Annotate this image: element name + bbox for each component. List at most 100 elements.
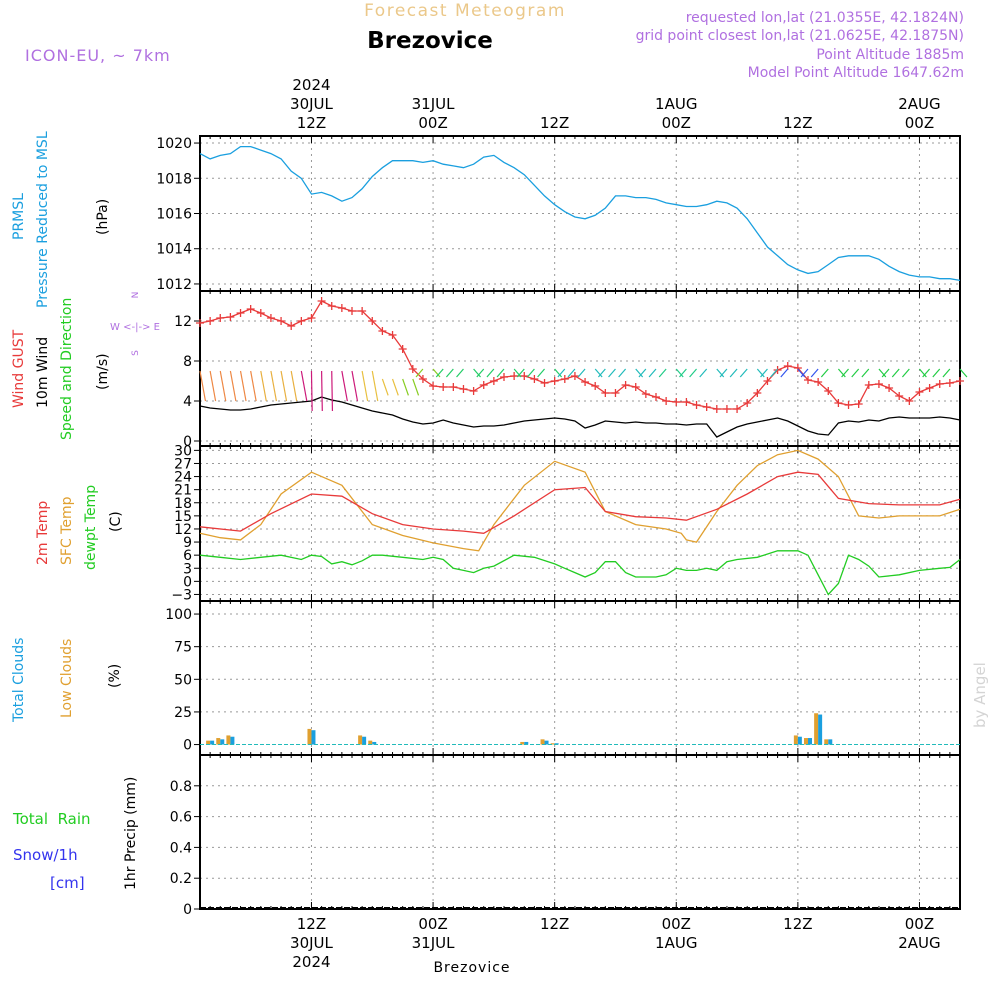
gust-marker bbox=[256, 309, 265, 317]
wind-direction-arrow bbox=[635, 368, 644, 378]
temp-sfc-label: SFC Temp bbox=[59, 496, 75, 565]
wind-direction-arrow bbox=[901, 368, 910, 378]
gust-marker bbox=[418, 375, 427, 383]
y-tick-label: −3 bbox=[171, 587, 192, 603]
requested-coords: requested lon,lat (21.0355E, 42.1824N) bbox=[686, 10, 964, 26]
wind-direction-arrow bbox=[229, 370, 237, 402]
wind-direction-arrow bbox=[618, 368, 627, 378]
gust-marker bbox=[935, 380, 944, 388]
gust-marker bbox=[895, 392, 904, 400]
wind-direction-arrow bbox=[739, 368, 748, 378]
precip-axis-label: 1hr Precip (mm) bbox=[123, 777, 139, 890]
wind-direction-arrow bbox=[608, 368, 616, 378]
compass-south: S bbox=[131, 350, 141, 356]
wind-direction-arrow bbox=[891, 368, 900, 378]
low-cloud-bar bbox=[804, 738, 808, 745]
wind-direction-arrow bbox=[209, 370, 217, 402]
total-cloud-bar bbox=[544, 740, 549, 745]
gust-marker bbox=[783, 362, 792, 370]
low-cloud-bar bbox=[206, 740, 211, 745]
wind-labels: Wind GUST 10m Wind Speed and Direction (… bbox=[11, 292, 160, 440]
time-label: 2024 bbox=[292, 953, 330, 971]
y-tick-label: 0.8 bbox=[170, 779, 192, 795]
wind-direction-arrow bbox=[797, 368, 806, 378]
time-label: 2AUG bbox=[898, 934, 940, 952]
gust-marker bbox=[864, 381, 873, 389]
point-altitude: Point Altitude 1885m bbox=[816, 47, 964, 63]
low-cloud-bar bbox=[824, 739, 829, 745]
temp-labels: 2m Temp SFC Temp dewpt Temp (C) bbox=[35, 485, 124, 570]
wind-direction-arrow bbox=[199, 370, 207, 402]
gust-marker bbox=[621, 381, 630, 389]
wind-direction-arrow bbox=[310, 370, 313, 411]
gust-marker bbox=[814, 378, 823, 386]
total-cloud-bar bbox=[362, 736, 367, 745]
pressure-unit: (hPa) bbox=[95, 199, 111, 235]
wind-direction-arrow bbox=[729, 368, 738, 378]
temp-2m-label: 2m Temp bbox=[35, 501, 51, 565]
wind-direction-arrow bbox=[881, 368, 890, 378]
total-cloud-bar bbox=[210, 740, 215, 745]
y-tick-label: 0 bbox=[183, 574, 192, 590]
wind-direction-arrow bbox=[280, 370, 288, 402]
total-cloud-bar bbox=[797, 736, 802, 745]
gust-marker bbox=[429, 382, 438, 390]
time-label: 1AUG bbox=[655, 934, 697, 952]
time-label: 00Z bbox=[418, 915, 447, 933]
gust-marker bbox=[652, 393, 660, 401]
gust-marker bbox=[469, 387, 478, 395]
sfc-temp-line bbox=[199, 449, 961, 552]
y-tick-label: 15 bbox=[174, 509, 192, 525]
gust-marker bbox=[489, 377, 498, 385]
wind-direction-arrow bbox=[810, 368, 819, 378]
time-label: 12Z bbox=[297, 915, 326, 933]
wind-direction-arrow bbox=[476, 368, 485, 378]
wind-direction-arrow bbox=[932, 368, 941, 378]
wind-direction-arrow bbox=[557, 368, 566, 378]
wind-direction-arrow bbox=[675, 368, 684, 378]
wind-direction-arrow bbox=[837, 368, 846, 378]
time-label: 12Z bbox=[540, 915, 569, 933]
time-label: 12Z bbox=[540, 114, 569, 132]
low-cloud-bar bbox=[814, 713, 819, 745]
station-title: Brezovice bbox=[367, 28, 493, 54]
wind-direction-arrow bbox=[516, 368, 525, 378]
wind-direction-arrow bbox=[341, 370, 348, 402]
gust-marker bbox=[368, 317, 377, 325]
wind-direction-arrow bbox=[486, 368, 495, 378]
wind-direction-arrow bbox=[537, 368, 545, 378]
y-tick-label: 1018 bbox=[156, 171, 192, 187]
gust-marker bbox=[722, 405, 731, 413]
gust-marker bbox=[500, 373, 508, 381]
gust-marker bbox=[266, 314, 275, 322]
low-cloud-bar bbox=[358, 735, 363, 745]
wind-direction-arrow bbox=[679, 368, 687, 378]
total-rain-label: Total Rain bbox=[12, 810, 91, 828]
gust-marker bbox=[408, 365, 417, 373]
wind-direction-arrow bbox=[415, 368, 424, 378]
gust-marker bbox=[956, 377, 964, 385]
gust-marker bbox=[297, 317, 306, 325]
y-tick-label: 0.6 bbox=[170, 810, 192, 826]
wind-direction-arrow bbox=[445, 368, 454, 378]
wind-direction-arrow bbox=[250, 370, 257, 402]
gust-marker bbox=[307, 314, 316, 322]
wind-direction-arrow bbox=[290, 370, 298, 402]
wind-direction-arrow bbox=[270, 370, 277, 402]
gust-marker bbox=[682, 398, 691, 406]
y-tick-label: 0.2 bbox=[170, 871, 192, 887]
gust-marker bbox=[631, 383, 640, 391]
clouds-unit: (%) bbox=[107, 664, 123, 688]
gust-marker bbox=[358, 307, 367, 315]
wind-direction-arrow bbox=[658, 368, 667, 378]
time-label: 30JUL bbox=[290, 95, 333, 113]
gust-marker bbox=[246, 305, 255, 313]
gust-marker bbox=[712, 405, 721, 413]
low-clouds-label: Low Clouds bbox=[59, 639, 75, 718]
wind-direction-arrow bbox=[716, 368, 725, 378]
y-tick-label: 25 bbox=[174, 705, 192, 721]
wind-direction-arrow bbox=[689, 368, 697, 378]
temp-dewpt-label: dewpt Temp bbox=[83, 485, 99, 570]
total-cloud-bar bbox=[220, 739, 225, 745]
